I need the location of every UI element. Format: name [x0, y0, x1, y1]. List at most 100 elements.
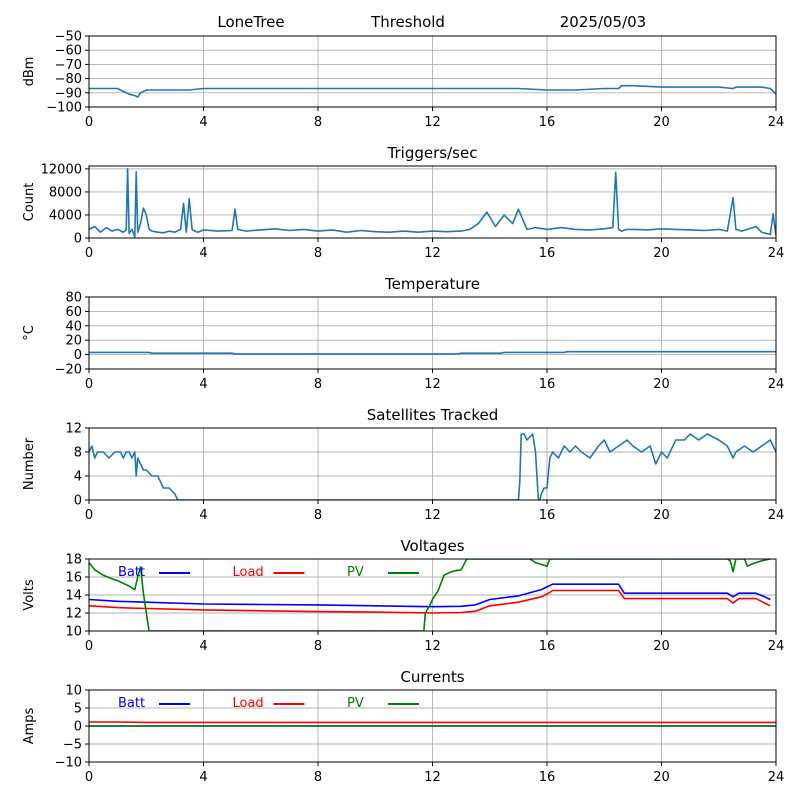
series-group [89, 84, 776, 98]
chart-panel-4: 0 4 8 12 16 20 24 10 12 14 16 18 Volts Voltages Batt Lo… [22, 537, 784, 654]
x-tick-label: 24 [768, 508, 785, 523]
x-tick-label: 0 [85, 770, 93, 785]
y-tick-label: 8 [74, 446, 82, 461]
series-line-0 [89, 168, 776, 238]
y-tick-label: 0 [74, 232, 82, 247]
x-tick-label: 4 [199, 508, 207, 523]
y-tick-label: −10 [55, 756, 82, 771]
x-tick-label: 0 [85, 246, 93, 261]
x-tick-label: 20 [653, 115, 670, 130]
x-tick-label: 16 [539, 639, 556, 654]
y-tick-label: 80 [65, 291, 82, 306]
series-line-pv [89, 559, 771, 631]
x-tick-label: 16 [539, 115, 556, 130]
y-tick-label: 4000 [49, 208, 82, 223]
chart-title: Triggers/sec [387, 144, 478, 162]
x-tick-label: 12 [424, 508, 441, 523]
chart-title: Voltages [400, 537, 464, 555]
series-line-0 [89, 350, 776, 355]
y-tick-label: −70 [55, 58, 82, 73]
x-tick-label: 12 [424, 115, 441, 130]
y-axis-label: Amps [22, 707, 37, 744]
x-tick-label: 8 [314, 770, 322, 785]
x-tick-label: 12 [424, 639, 441, 654]
y-axis-label: dBm [22, 57, 37, 87]
x-tick-label: 16 [539, 508, 556, 523]
x-tick-label: 4 [199, 377, 207, 392]
x-tick-label: 12 [424, 770, 441, 785]
chart-panel-0: 0 4 8 12 16 20 24 −100−90−80−70−60−50 dBm [22, 30, 784, 131]
y-tick-label: 10 [65, 625, 82, 640]
x-tick-label: 20 [653, 770, 670, 785]
series-group [89, 350, 776, 355]
x-tick-label: 24 [768, 246, 785, 261]
y-tick-label: 20 [65, 334, 82, 349]
y-tick-label: 8000 [49, 185, 82, 200]
x-tick-label: 4 [199, 770, 207, 785]
y-tick-label: 0 [74, 348, 82, 363]
x-tick-label: 4 [199, 115, 207, 130]
header-site: LoneTree [217, 13, 284, 31]
x-tick-label: 16 [539, 770, 556, 785]
y-tick-label: −100 [46, 101, 82, 116]
y-tick-label: 0 [74, 720, 82, 735]
y-tick-label: 4 [74, 470, 82, 485]
figure-header: LoneTree Threshold 2025/05/03 [217, 13, 646, 31]
x-tick-label: 24 [768, 770, 785, 785]
series-line-0 [89, 433, 776, 500]
legend-label-pv: PV [347, 565, 364, 580]
x-tick-label: 4 [199, 639, 207, 654]
x-tick-label: 16 [539, 377, 556, 392]
x-tick-label: 20 [653, 246, 670, 261]
x-tick-label: 8 [314, 246, 322, 261]
y-tick-label: 12 [65, 607, 82, 622]
x-tick-label: 0 [85, 508, 93, 523]
x-tick-label: 20 [653, 508, 670, 523]
chart-panel-5: 0 4 8 12 16 20 24 −10 −5 0 5 10 Amps Currents Batt Load… [22, 668, 784, 785]
series-line-batt [89, 583, 771, 608]
x-tick-label: 8 [314, 508, 322, 523]
y-tick-label: 0 [74, 494, 82, 509]
series-group [89, 721, 776, 727]
legend-label-load: Load [233, 696, 264, 711]
y-tick-label: 10 [65, 684, 82, 699]
header-mode: Threshold [370, 13, 445, 31]
y-tick-label: −90 [55, 86, 82, 101]
y-tick-label: 16 [65, 571, 82, 586]
y-tick-label: 12000 [41, 162, 82, 177]
y-tick-label: −50 [55, 30, 82, 45]
x-tick-label: 8 [314, 115, 322, 130]
chart-title: Currents [400, 668, 464, 686]
legend-label-load: Load [233, 565, 264, 580]
x-tick-label: 12 [424, 377, 441, 392]
y-tick-label: 14 [65, 589, 82, 604]
header-date: 2025/05/03 [560, 13, 646, 31]
chart-panel-3: 0 4 8 12 16 20 24 0 4 8 12 Number Satellites Tracked [22, 406, 784, 523]
legend-label-batt: Batt [118, 565, 145, 580]
x-tick-label: 20 [653, 639, 670, 654]
chart-title: Satellites Tracked [367, 406, 498, 424]
y-axis-label: Number [22, 437, 37, 490]
x-tick-label: 20 [653, 377, 670, 392]
y-tick-label: −5 [63, 738, 82, 753]
y-tick-label: −20 [55, 363, 82, 378]
y-tick-label: −80 [55, 72, 82, 87]
y-axis-label: Count [22, 183, 37, 222]
x-tick-label: 16 [539, 246, 556, 261]
y-tick-label: 40 [65, 319, 82, 334]
legend-label-batt: Batt [118, 696, 145, 711]
x-tick-label: 0 [85, 639, 93, 654]
series-group [89, 433, 776, 500]
y-tick-label: 18 [65, 553, 82, 568]
y-axis-label: Volts [22, 579, 37, 611]
y-axis-label: °C [22, 325, 37, 341]
x-tick-label: 24 [768, 115, 785, 130]
series-line-load [89, 589, 771, 614]
x-tick-label: 4 [199, 246, 207, 261]
chart-panel-1: 0 4 8 12 16 20 24 0 4000 8000 12000 Count Triggers/s… [22, 144, 784, 261]
x-tick-label: 0 [85, 115, 93, 130]
legend-label-pv: PV [347, 696, 364, 711]
